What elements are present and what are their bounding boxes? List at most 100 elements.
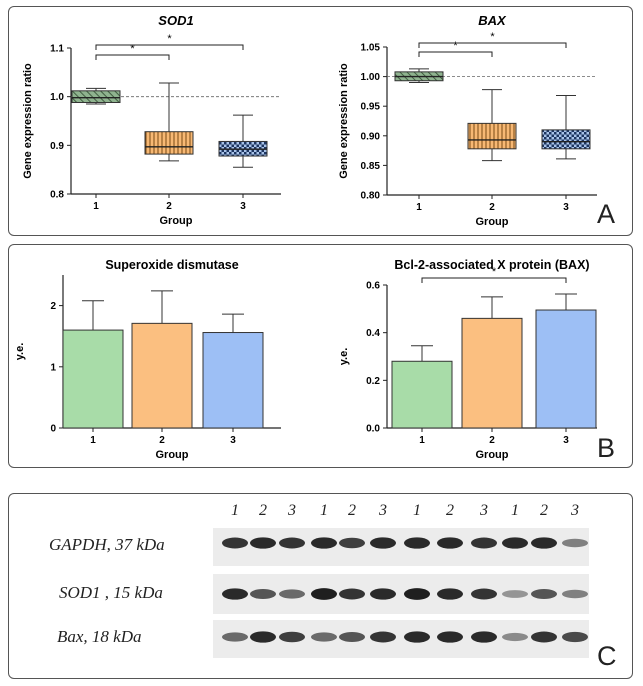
lane-number: 1 bbox=[231, 502, 239, 519]
blot-band bbox=[222, 537, 248, 549]
blot-band bbox=[502, 537, 528, 549]
significance-bracket bbox=[95, 44, 244, 50]
chart-title: Bcl-2-associated X protein (BAX) bbox=[394, 258, 589, 272]
bar-group-3 bbox=[202, 332, 264, 429]
lane-number: 1 bbox=[320, 502, 328, 519]
panel-c: GAPDH, 37 kDa SOD1 , 15 kDa Bax, 18 kDa … bbox=[8, 493, 633, 679]
y-tick-label: 0.4 bbox=[366, 328, 380, 339]
significance-bracket bbox=[418, 51, 493, 57]
significance-star: * bbox=[453, 40, 458, 52]
lane-number: 3 bbox=[378, 502, 387, 519]
box-group-2 bbox=[467, 122, 517, 150]
blot-band bbox=[404, 588, 430, 600]
lane-number: 2 bbox=[540, 502, 548, 519]
x-axis-label: Group bbox=[160, 215, 193, 227]
panel-a: SOD1 0.8 0.9 1.0 1.1 Gene expression ratio 1 2 3… bbox=[8, 6, 633, 236]
blot-strip bbox=[213, 528, 589, 566]
y-tick-label: 1.05 bbox=[361, 43, 381, 54]
blot-band bbox=[471, 537, 497, 549]
x-tick-label: 3 bbox=[563, 435, 569, 446]
blot-band bbox=[562, 538, 588, 548]
x-tick-label: 1 bbox=[416, 202, 422, 213]
panel-a-label: A bbox=[597, 199, 616, 229]
significance-star: * bbox=[490, 31, 495, 43]
blot-band bbox=[437, 631, 463, 643]
blot-band bbox=[531, 589, 557, 599]
blot-band bbox=[404, 631, 430, 643]
blot-band bbox=[250, 631, 276, 643]
x-tick-label: 1 bbox=[93, 201, 99, 212]
y-tick-label: 0.9 bbox=[50, 141, 64, 152]
y-tick-label: 2 bbox=[50, 301, 56, 312]
y-tick-label: 0.80 bbox=[361, 191, 381, 202]
blot-band bbox=[370, 588, 396, 600]
significance-star: * bbox=[130, 43, 135, 55]
y-tick-label: 1.00 bbox=[361, 72, 381, 83]
blot-band bbox=[311, 537, 337, 549]
x-tick-label: 3 bbox=[230, 435, 236, 446]
lane-number: 1 bbox=[511, 502, 519, 519]
blot-band bbox=[502, 590, 528, 598]
x-tick-label: 2 bbox=[159, 435, 165, 446]
panel-c-label: C bbox=[597, 641, 617, 671]
blot-band bbox=[339, 537, 365, 549]
y-axis-label: y.e. bbox=[14, 343, 26, 361]
blot-band bbox=[437, 588, 463, 600]
lane-number: 2 bbox=[348, 502, 356, 519]
western-blot: 1 2 3 1 2 3 1 2 3 1 2 3 bbox=[213, 502, 589, 658]
y-tick-label: 1 bbox=[50, 362, 56, 373]
y-tick-label: 0.2 bbox=[366, 376, 380, 387]
y-tick-label: 0.95 bbox=[361, 102, 381, 113]
blot-label-bax: Bax, 18 kDa bbox=[57, 627, 142, 646]
blot-band bbox=[404, 537, 430, 549]
significance-bracket bbox=[95, 54, 170, 60]
chart-title: SOD1 bbox=[158, 13, 193, 28]
sod1-gene-chart: SOD1 0.8 0.9 1.0 1.1 Gene expression ratio 1 2 3… bbox=[22, 13, 281, 227]
blot-band bbox=[311, 632, 337, 642]
x-tick-label: 1 bbox=[90, 435, 96, 446]
x-tick-label: 2 bbox=[489, 202, 495, 213]
x-axis-label: Group bbox=[476, 449, 509, 461]
blot-band bbox=[311, 588, 337, 600]
blot-band bbox=[370, 537, 396, 549]
bar-group-1 bbox=[62, 329, 124, 429]
lane-number: 2 bbox=[446, 502, 454, 519]
blot-band bbox=[339, 588, 365, 600]
y-axis-label: Gene expression ratio bbox=[338, 63, 350, 179]
x-axis-label: Group bbox=[156, 449, 189, 461]
y-tick-label: 0.90 bbox=[361, 131, 381, 142]
y-tick-label: 0.8 bbox=[50, 190, 64, 201]
blot-band bbox=[222, 588, 248, 600]
x-tick-label: 2 bbox=[489, 435, 495, 446]
significance-bracket bbox=[421, 277, 567, 283]
lane-number: 3 bbox=[479, 502, 488, 519]
y-axis-label: Gene expression ratio bbox=[22, 63, 34, 179]
blot-band bbox=[562, 589, 588, 599]
bar-group-1 bbox=[391, 360, 453, 429]
x-tick-label: 1 bbox=[419, 435, 425, 446]
panel-b-label: B bbox=[597, 433, 616, 463]
box-group-3 bbox=[541, 129, 591, 150]
x-tick-label: 3 bbox=[240, 201, 246, 212]
blot-band bbox=[562, 631, 588, 643]
blot-band bbox=[250, 589, 276, 599]
y-tick-label: 0.0 bbox=[366, 424, 380, 435]
sod-protein-chart: Superoxide dismutase 0 1 2 y.e. 1 2 3 Group bbox=[14, 258, 281, 461]
panel-b: Superoxide dismutase 0 1 2 y.e. 1 2 3 Group Bcl-… bbox=[8, 244, 633, 468]
lane-number: 3 bbox=[287, 502, 296, 519]
blot-band bbox=[279, 631, 305, 643]
y-tick-label: 0.85 bbox=[361, 161, 381, 172]
blot-band bbox=[531, 631, 557, 643]
blot-band bbox=[471, 631, 497, 643]
significance-star: * bbox=[167, 33, 172, 45]
bax-protein-chart: Bcl-2-associated X protein (BAX) 0.0 0.2 0.… bbox=[338, 258, 597, 461]
bax-gene-chart: BAX 0.80 0.85 0.90 0.95 1.00 1.05 Gene expressi… bbox=[338, 13, 597, 228]
box-group-1 bbox=[71, 90, 121, 104]
y-tick-label: 1.1 bbox=[50, 44, 64, 55]
blot-label-sod1: SOD1 , 15 kDa bbox=[59, 583, 163, 602]
blot-band bbox=[279, 537, 305, 549]
blot-band bbox=[250, 537, 276, 549]
blot-band bbox=[502, 632, 528, 642]
box-group-2 bbox=[144, 131, 194, 155]
bar-group-2 bbox=[131, 322, 193, 429]
